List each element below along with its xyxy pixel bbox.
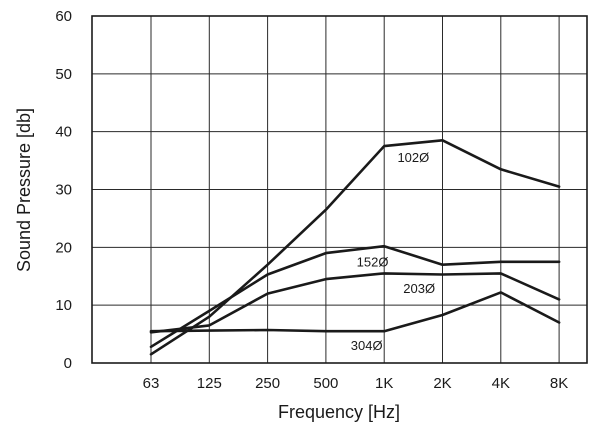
y-tick-label: 50 [55,66,72,83]
x-tick-label: 1K [375,375,393,392]
x-tick-label: 63 [143,375,160,392]
y-tick-label: 0 [64,355,72,372]
series-labels: 102Ø 152Ø 203Ø 304Ø [351,150,435,353]
x-tick-label: 500 [313,375,338,392]
series-line-2 [149,244,561,349]
y-axis-title: Sound Pressure [db] [14,108,34,272]
x-tick-label: 4K [492,375,510,392]
y-tick-label: 10 [55,297,72,314]
series-lines [149,139,561,356]
series-label-4: 304Ø [351,338,383,353]
x-tick-label: 2K [433,375,451,392]
y-tick-labels: 0 10 20 30 40 50 60 [55,8,72,372]
series-line-3 [149,272,561,334]
x-axis-title: Frequency [Hz] [278,402,400,422]
y-tick-label: 30 [55,182,72,199]
x-tick-label: 8K [550,375,568,392]
plot-frame [91,15,588,364]
series-line-4 [149,291,561,333]
series-label-3: 203Ø [403,281,435,296]
y-tick-label: 40 [55,124,72,141]
grid [92,15,587,364]
y-tick-label: 20 [55,239,72,256]
x-tick-label: 125 [197,375,222,392]
series-label-1: 102Ø [397,150,429,165]
x-tick-label: 250 [255,375,280,392]
series-label-2: 152Ø [357,255,389,270]
x-tick-labels: 63 125 250 500 1K 2K 4K 8K [143,375,569,392]
series-line-1 [149,139,561,356]
y-tick-label: 60 [55,8,72,25]
